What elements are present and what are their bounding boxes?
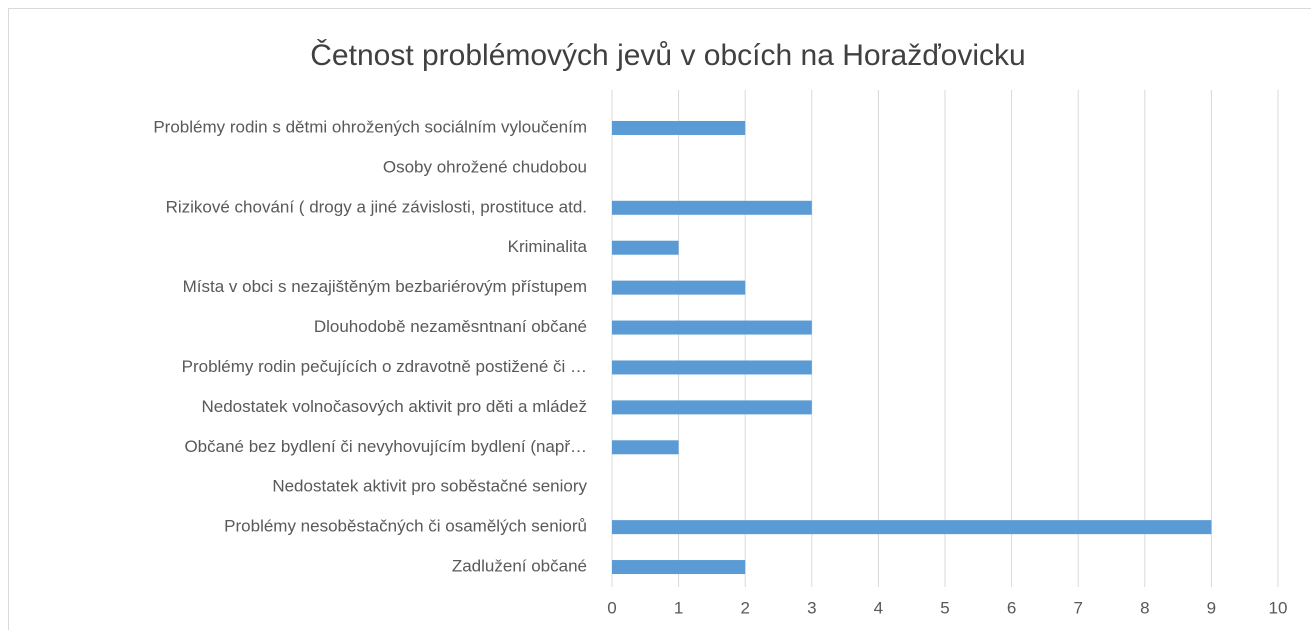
y-tick-label: Osoby ohrožené chudobou <box>383 157 587 176</box>
x-tick-label: 0 <box>607 598 616 617</box>
y-tick-label: Problémy rodin pečujících o zdravotně po… <box>182 357 587 376</box>
x-tick-label: 8 <box>1140 598 1149 617</box>
bar <box>612 240 679 255</box>
y-tick-label: Místa v obci s nezajištěným bezbariérový… <box>183 277 587 296</box>
bar <box>612 560 746 575</box>
x-tick-label: 1 <box>674 598 683 617</box>
x-tick-label: 7 <box>1073 598 1082 617</box>
y-tick-label: Zadlužení občané <box>452 557 587 576</box>
bar <box>612 320 812 335</box>
y-tick-label: Problémy rodin s dětmi ohrožených sociál… <box>153 117 587 136</box>
y-tick-label: Nedostatek volnočasových aktivit pro dět… <box>201 397 587 416</box>
chart-title: Četnost problémových jevů v obcích na Ho… <box>310 38 1025 72</box>
bar <box>612 280 746 295</box>
bar <box>612 360 812 375</box>
x-tick-label: 9 <box>1207 598 1216 617</box>
chart-border <box>8 8 1311 630</box>
y-tick-label: Dlouhodobě nezaměsntnaní občané <box>314 317 587 336</box>
x-tick-label: 6 <box>1007 598 1016 617</box>
bar <box>612 400 812 415</box>
x-tick-label: 3 <box>807 598 816 617</box>
x-tick-label: 2 <box>740 598 749 617</box>
bar <box>612 200 812 215</box>
y-tick-label: Kriminalita <box>508 237 588 256</box>
bar <box>612 520 1212 535</box>
y-tick-label: Problémy nesoběstačných či osamělých sen… <box>224 517 587 536</box>
x-tick-label: 4 <box>874 598 883 617</box>
y-tick-label: Nedostatek aktivit pro soběstačné senior… <box>272 477 587 496</box>
y-tick-label: Občané bez bydlení či nevyhovujícím bydl… <box>184 437 587 456</box>
bar <box>612 120 746 135</box>
y-tick-label: Rizikové chování ( drogy a jiné závislos… <box>166 197 587 216</box>
x-tick-label: 10 <box>1269 598 1288 617</box>
bar <box>612 440 679 455</box>
x-tick-label: 5 <box>940 598 949 617</box>
